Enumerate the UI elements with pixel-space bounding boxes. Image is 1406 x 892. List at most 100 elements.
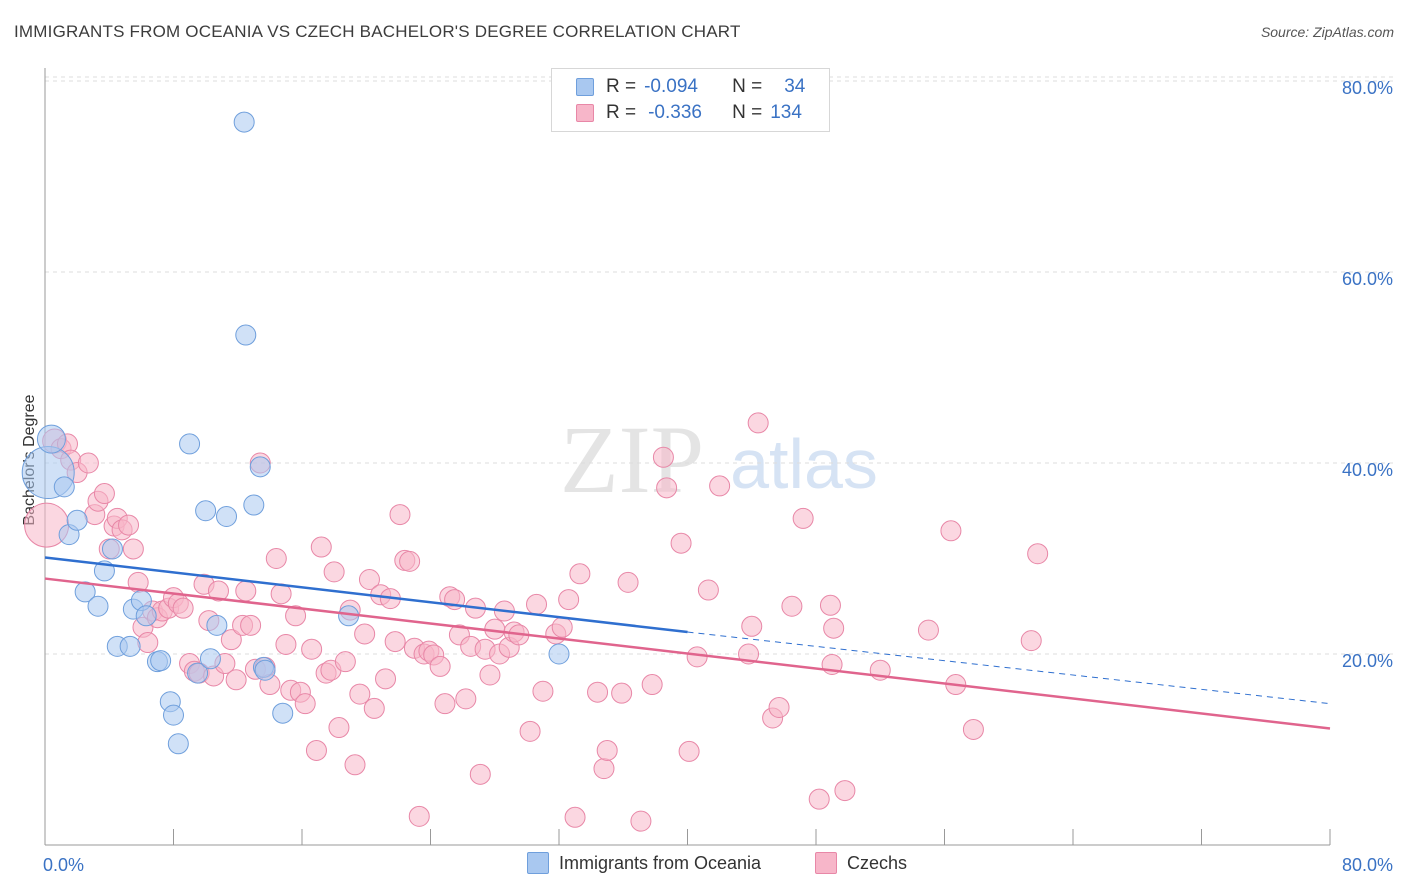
legend-r-label: R = bbox=[606, 76, 637, 97]
czechs-point bbox=[569, 563, 591, 585]
czechs-point bbox=[670, 532, 692, 554]
czechs-point bbox=[220, 629, 242, 651]
czechs-point bbox=[358, 569, 380, 591]
czechs-point bbox=[823, 617, 845, 639]
oceania-point bbox=[36, 424, 66, 454]
oceania-point bbox=[206, 614, 228, 636]
czechs-point bbox=[294, 693, 316, 715]
oceania-point bbox=[119, 635, 141, 657]
czechs-point bbox=[741, 615, 763, 637]
czechs-point bbox=[344, 754, 366, 776]
oceania-point bbox=[150, 650, 172, 672]
czechs-point bbox=[593, 758, 615, 780]
czechs-point bbox=[434, 693, 456, 715]
watermark-zip: ZIP bbox=[560, 406, 704, 513]
oceania-point bbox=[216, 505, 238, 527]
czechs-point bbox=[408, 805, 430, 827]
oceania-point bbox=[66, 509, 88, 531]
oceania-point bbox=[235, 324, 257, 346]
oceania-point bbox=[101, 538, 123, 560]
legend-r-value: -0.336 bbox=[648, 102, 702, 123]
czechs-point bbox=[781, 595, 803, 617]
y-tick-label: 60.0% bbox=[1342, 269, 1393, 289]
czechs-point bbox=[354, 623, 376, 645]
watermark: ZIP atlas bbox=[560, 406, 878, 513]
czechs-point bbox=[305, 739, 327, 761]
oceania-trend-extension bbox=[687, 631, 1331, 705]
legend-row-oceania: R = -0.094 N = 34 bbox=[576, 75, 805, 99]
bottom-legend-swatch-czechs bbox=[815, 852, 837, 874]
bottom-legend-czechs: Czechs bbox=[815, 852, 907, 874]
czechs-point bbox=[310, 536, 332, 558]
oceania-point bbox=[87, 595, 109, 617]
czechs-point bbox=[399, 550, 421, 572]
oceania-point bbox=[243, 494, 265, 516]
watermark-atlas: atlas bbox=[730, 425, 878, 503]
czechs-point bbox=[225, 669, 247, 691]
tick-labels: 20.0% 40.0% 60.0% 80.0% 0.0% 80.0% bbox=[43, 78, 1393, 875]
czechs-point bbox=[328, 717, 350, 739]
czechs-points bbox=[24, 412, 1049, 832]
source-credit: Source: ZipAtlas.com bbox=[1260, 24, 1394, 40]
legend: R = -0.094 N = 34 R = -0.336 N = 134 bbox=[551, 68, 830, 132]
czechs-point bbox=[656, 477, 678, 499]
czechs-point bbox=[1027, 543, 1049, 565]
czechs-point bbox=[172, 597, 194, 619]
legend-n-label: N = bbox=[732, 102, 763, 123]
czechs-point bbox=[137, 632, 159, 654]
czechs-point bbox=[349, 683, 371, 705]
czechs-point bbox=[697, 579, 719, 601]
y-tick-label: 40.0% bbox=[1342, 460, 1393, 480]
czechs-point bbox=[678, 740, 700, 762]
czechs-point bbox=[122, 538, 144, 560]
czechs-trend-line bbox=[44, 577, 1331, 730]
czechs-point bbox=[207, 580, 229, 602]
oceania-point bbox=[187, 662, 209, 684]
bottom-legend-label-oceania: Immigrants from Oceania bbox=[559, 852, 762, 873]
czechs-point bbox=[384, 631, 406, 653]
czechs-point bbox=[630, 810, 652, 832]
czechs-point bbox=[265, 548, 287, 569]
czechs-point bbox=[709, 475, 731, 497]
czechs-point bbox=[389, 504, 411, 526]
x-tick-label: 80.0% bbox=[1342, 855, 1393, 875]
czechs-point bbox=[240, 614, 262, 636]
czechs-point bbox=[558, 589, 580, 611]
oceania-trend-line bbox=[44, 556, 688, 634]
czechs-point bbox=[564, 806, 586, 828]
oceania-point bbox=[548, 643, 570, 665]
czechs-point bbox=[834, 780, 856, 802]
czechs-point bbox=[118, 514, 140, 536]
czechs-point bbox=[479, 664, 501, 686]
chart-title: IMMIGRANTS FROM OCEANIA VS CZECH BACHELO… bbox=[14, 22, 741, 41]
legend-row-czechs: R = -0.336 N = 134 bbox=[576, 101, 802, 125]
x-tick-label: 0.0% bbox=[43, 855, 84, 875]
legend-n-value: 134 bbox=[770, 102, 802, 123]
czechs-point bbox=[301, 638, 323, 660]
czechs-point bbox=[375, 668, 397, 690]
oceania-points bbox=[21, 111, 570, 755]
legend-r-value: -0.094 bbox=[644, 76, 698, 97]
czechs-point bbox=[363, 697, 385, 719]
czechs-point bbox=[285, 605, 307, 627]
czechs-point bbox=[747, 412, 769, 434]
czechs-point bbox=[611, 682, 633, 704]
bottom-legend-swatch-oceania bbox=[527, 852, 549, 874]
y-tick-label: 20.0% bbox=[1342, 651, 1393, 671]
oceania-point bbox=[179, 433, 201, 455]
czechs-point bbox=[1020, 630, 1042, 652]
czechs-point bbox=[819, 594, 841, 616]
oceania-point bbox=[195, 500, 217, 522]
oceania-point bbox=[272, 702, 294, 724]
oceania-point bbox=[74, 581, 96, 603]
czechs-point bbox=[641, 674, 663, 696]
czechs-point bbox=[940, 520, 962, 542]
czechs-point bbox=[617, 571, 639, 593]
oceania-point bbox=[199, 648, 221, 670]
czechs-point bbox=[551, 616, 573, 638]
czechs-point bbox=[792, 507, 814, 529]
czechs-point bbox=[469, 763, 491, 785]
bottom-legend-label-czechs: Czechs bbox=[847, 852, 908, 873]
grid-lines bbox=[45, 76, 1394, 655]
